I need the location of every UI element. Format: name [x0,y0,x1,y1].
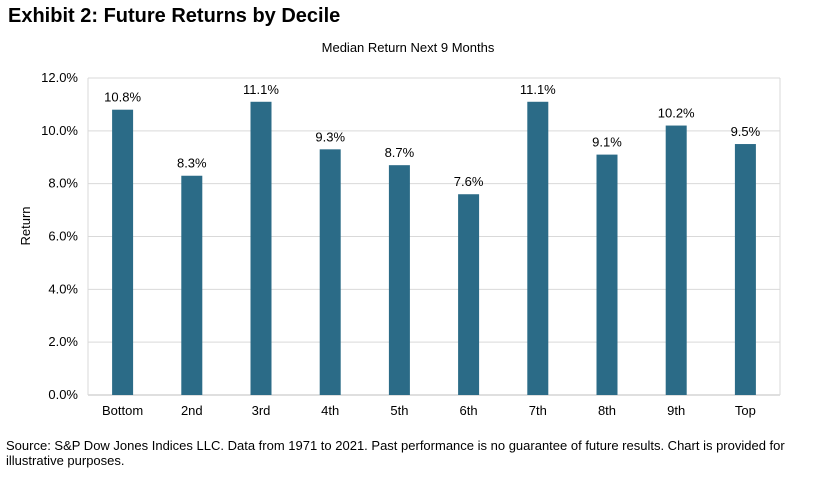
y-tick-label: 2.0% [48,334,78,349]
bar-6th [458,194,480,395]
y-tick-label: 4.0% [48,281,78,296]
y-tick-label: 12.0% [41,70,78,85]
data-label: 10.8% [104,90,141,105]
data-label: 11.1% [243,82,279,97]
gridlines [87,77,781,396]
bars [112,101,756,396]
data-label: 10.2% [658,106,695,121]
exhibit-title: Exhibit 2: Future Returns by Decile [8,5,341,27]
bar-chart: Median Return Next 9 Months Return 0.0% 2… [18,40,781,418]
bar-bottom [112,109,134,395]
bar-2nd [181,175,203,395]
data-label: 8.7% [385,145,415,160]
y-tick-label: 10.0% [41,123,78,138]
data-label: 7.6% [454,174,484,189]
bar-7th [527,101,549,396]
x-tick-label: 5th [390,403,408,418]
data-label: 8.3% [177,156,207,171]
x-tick-label: 6th [460,403,478,418]
source-note: Source: S&P Dow Jones Indices LLC. Data … [6,438,785,468]
chart-title: Median Return Next 9 Months [322,40,495,55]
data-label: 9.3% [315,129,345,144]
y-tick-label: 8.0% [48,176,78,191]
y-tick-label: 6.0% [48,229,78,244]
x-tick-label: 2nd [181,403,203,418]
bar-9th [665,125,687,396]
y-axis-ticks: 0.0% 2.0% 4.0% 6.0% 8.0% 10.0% 12.0% [41,70,78,402]
x-tick-label: Bottom [102,403,143,418]
x-tick-label: 4th [321,403,339,418]
data-labels: 10.8% 8.3% 11.1% 9.3% 8.7% 7.6% 11.1% 9.1% 10.2%… [104,82,760,189]
x-tick-label: 7th [529,403,547,418]
bar-4th [319,149,341,395]
data-label: 11.1% [520,82,556,97]
data-label: 9.1% [592,135,622,150]
bar-8th [596,154,618,395]
x-tick-label: 8th [598,403,616,418]
x-tick-label: 3rd [252,403,271,418]
x-tick-label: Top [735,403,756,418]
x-tick-label: 9th [667,403,685,418]
bar-5th [388,165,410,395]
bar-top [734,144,756,395]
y-axis-label: Return [18,206,33,245]
y-tick-label: 0.0% [48,387,78,402]
x-axis-ticks: Bottom 2nd 3rd 4th 5th 6th 7th 8th 9th Top [102,403,756,418]
bar-3rd [250,101,272,396]
data-label: 9.5% [731,124,761,139]
